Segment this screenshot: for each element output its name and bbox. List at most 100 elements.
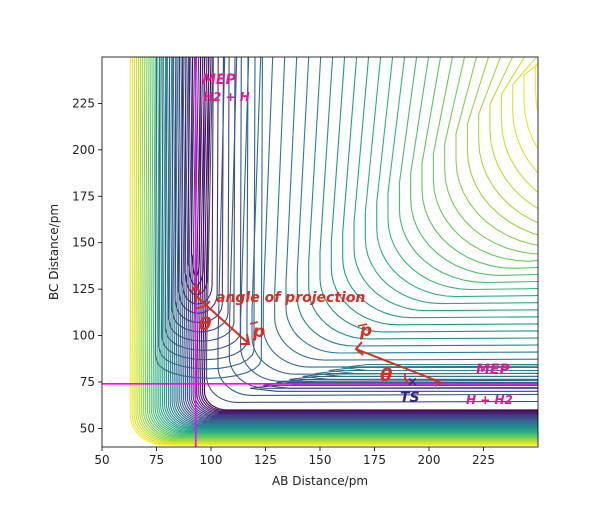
contour-line <box>186 57 538 419</box>
x-tick-label: 150 <box>309 453 332 467</box>
x-axis-ticks: 50 75 100 125 150 175 200 225 <box>94 447 495 467</box>
contour-line <box>181 57 538 422</box>
contour-line <box>146 57 538 438</box>
contour-line <box>175 57 538 424</box>
contour-line <box>455 57 538 247</box>
contour-line <box>150 57 538 436</box>
contour-line <box>376 57 538 298</box>
annotation-ts: TS <box>400 390 420 406</box>
projection-arrow-right-head <box>354 341 364 356</box>
contour-line <box>165 57 538 429</box>
annotation-p-right: p <box>359 321 372 341</box>
contour-line <box>167 57 538 428</box>
contour-line <box>171 57 230 333</box>
contour-line <box>152 57 538 435</box>
y-tick-label: 150 <box>72 236 95 250</box>
contour-line <box>353 57 538 312</box>
y-tick-label: 200 <box>72 143 95 157</box>
contour-line <box>139 57 538 442</box>
contour-line <box>489 57 538 226</box>
contour-line <box>160 57 538 432</box>
contour-line <box>534 63 538 198</box>
annotation-angle-of-projection: angle of projection <box>216 290 365 306</box>
contour-line <box>163 57 538 430</box>
contour-line <box>135 57 538 443</box>
contour-line <box>183 57 538 421</box>
projection-arrow-left-diagonal <box>195 295 249 344</box>
x-tick-label: 100 <box>200 453 223 467</box>
transition-state-marker: × <box>407 375 418 390</box>
projection-arrow-right-tail <box>432 379 445 387</box>
contour-line <box>158 57 538 433</box>
projection-arrow-left-head-top <box>190 282 201 294</box>
contour-line <box>184 57 538 420</box>
contour-line <box>240 57 538 382</box>
contour-line <box>143 57 538 440</box>
contour-line <box>523 63 538 205</box>
contour-line <box>198 57 538 414</box>
contour-lines <box>129 57 538 446</box>
contour-line <box>177 57 538 424</box>
x-tick-label: 175 <box>363 453 386 467</box>
contour-line <box>144 57 538 439</box>
contour-line <box>466 57 538 240</box>
contour-line <box>432 57 538 262</box>
contour-line <box>500 57 538 219</box>
contour-line <box>262 57 538 368</box>
y-tick-label: 100 <box>72 329 95 343</box>
contour-line <box>192 57 538 416</box>
contour-line <box>421 57 538 269</box>
projection-arrow-right-line <box>355 348 441 383</box>
p-left-tick <box>249 321 259 325</box>
contour-line <box>196 57 538 415</box>
y-tick-label: 225 <box>72 96 95 110</box>
contour-line <box>512 57 538 212</box>
projection-arrow-left-head <box>240 333 251 345</box>
angle-arc-left <box>195 300 211 309</box>
contour-line <box>410 57 538 276</box>
contour-line <box>296 57 538 347</box>
contour-line <box>148 57 538 437</box>
annotation-h-plus-h2: H + H2 <box>466 393 513 407</box>
annotation-p-left: p <box>252 322 265 342</box>
y-axis-ticks: 50 75 100 125 150 175 200 225 <box>72 96 102 435</box>
reference-lines <box>102 57 538 447</box>
contour-line <box>190 57 538 417</box>
contour-line <box>141 57 538 441</box>
contour-line <box>167 57 236 342</box>
contour-line <box>203 57 538 411</box>
y-tick-label: 50 <box>80 421 95 435</box>
annotation-mep-right: MEP <box>476 362 510 378</box>
contour-line <box>169 57 538 427</box>
contour-line <box>308 57 538 340</box>
contour-line <box>156 57 538 434</box>
contour-line <box>200 57 538 413</box>
contour-line <box>158 57 256 370</box>
contour-line <box>387 57 538 291</box>
contour-line <box>131 57 538 445</box>
contour-line <box>171 57 538 426</box>
contour-line <box>179 57 538 423</box>
y-tick-label: 175 <box>72 189 95 203</box>
y-tick-label: 125 <box>72 282 95 296</box>
contour-line <box>162 57 538 431</box>
x-tick-label: 50 <box>94 453 109 467</box>
p-right-tick <box>357 323 368 327</box>
contour-line <box>133 57 538 444</box>
contour-line <box>154 57 538 434</box>
annotation-theta-left: θ <box>199 314 211 335</box>
contour-line <box>285 57 538 354</box>
contour-line <box>161 57 249 361</box>
contour-line <box>478 57 538 233</box>
contour-line <box>217 57 538 396</box>
y-axis-label: BC Distance/pm <box>47 204 61 300</box>
angle-arc-right <box>403 373 411 385</box>
contour-line <box>202 57 538 412</box>
x-tick-label: 225 <box>472 453 495 467</box>
contour-line <box>154 57 263 379</box>
contour-line <box>206 57 538 403</box>
handwritten-annotations: MEP H2 + H angle of projection θ p p θ ×… <box>190 72 513 407</box>
annotation-h2-plus-h: H2 + H <box>203 90 250 104</box>
contour-line <box>319 57 538 333</box>
